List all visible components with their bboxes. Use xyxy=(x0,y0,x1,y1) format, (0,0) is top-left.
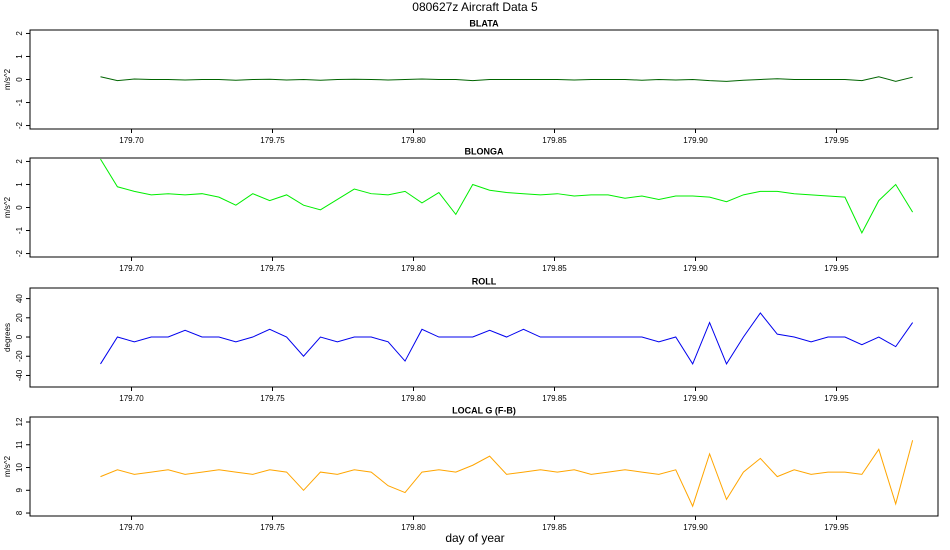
y-tick-label: 40 xyxy=(15,294,24,303)
x-tick-label: 179.75 xyxy=(260,394,285,403)
y-tick-label: 8 xyxy=(15,510,24,515)
y-tick-label: 1 xyxy=(15,182,24,187)
x-tick-label: 179.70 xyxy=(119,136,144,145)
x-tick-label: 179.80 xyxy=(401,136,426,145)
data-line xyxy=(100,158,914,234)
y-tick-label: -20 xyxy=(15,350,24,362)
y-tick-label: 0 xyxy=(15,205,24,210)
y-tick-label: 9 xyxy=(15,488,24,493)
y-tick-label: -2 xyxy=(15,249,24,257)
x-tick-label: 179.90 xyxy=(683,394,708,403)
y-tick-label: 10 xyxy=(15,463,24,472)
x-tick-label: 179.70 xyxy=(119,394,144,403)
data-line xyxy=(100,440,914,508)
panel-title: BLATA xyxy=(469,18,499,28)
y-tick-label: 0 xyxy=(15,77,24,82)
panel-title: LOCAL G (F-B) xyxy=(452,405,516,415)
plot-frame xyxy=(29,157,939,258)
y-axis-label: degrees xyxy=(3,323,12,352)
x-tick-label: 179.80 xyxy=(401,523,426,532)
y-axis-label: m/s^2 xyxy=(3,455,12,477)
page-title: 080627z Aircraft Data 5 xyxy=(412,0,538,14)
x-tick-label: 179.95 xyxy=(824,264,849,273)
x-tick-label: 179.90 xyxy=(683,264,708,273)
plot-frame xyxy=(29,416,939,517)
y-axis-label: m/s^2 xyxy=(3,68,12,90)
x-tick-label: 179.80 xyxy=(401,264,426,273)
x-tick-label: 179.75 xyxy=(260,264,285,273)
x-tick-label: 179.95 xyxy=(824,136,849,145)
y-tick-label: -40 xyxy=(15,369,24,381)
y-tick-label: -1 xyxy=(15,98,24,106)
x-tick-label: 179.95 xyxy=(824,523,849,532)
y-tick-label: -2 xyxy=(15,121,24,129)
y-tick-label: -1 xyxy=(15,226,24,234)
y-tick-label: 2 xyxy=(15,31,24,36)
data-line xyxy=(100,312,914,366)
y-tick-label: 11 xyxy=(15,440,24,449)
x-axis-label: day of year xyxy=(445,531,504,545)
x-tick-label: 179.75 xyxy=(260,523,285,532)
x-tick-label: 179.70 xyxy=(119,264,144,273)
x-tick-label: 179.85 xyxy=(542,523,567,532)
x-tick-label: 179.75 xyxy=(260,136,285,145)
x-tick-label: 179.80 xyxy=(401,394,426,403)
y-tick-label: 12 xyxy=(15,417,24,426)
x-tick-label: 179.85 xyxy=(542,136,567,145)
y-tick-label: 20 xyxy=(15,313,24,322)
y-tick-label: 2 xyxy=(15,159,24,164)
y-tick-label: 1 xyxy=(15,54,24,59)
x-tick-label: 179.85 xyxy=(542,264,567,273)
y-axis-label: m/s^2 xyxy=(3,196,12,218)
x-tick-label: 179.95 xyxy=(824,394,849,403)
x-tick-label: 179.70 xyxy=(119,523,144,532)
x-tick-label: 179.90 xyxy=(683,136,708,145)
panel-title: ROLL xyxy=(472,276,497,286)
y-tick-label: 0 xyxy=(15,334,24,339)
panel-title: BLONGA xyxy=(465,146,504,156)
data-line xyxy=(100,76,913,82)
x-tick-label: 179.85 xyxy=(542,394,567,403)
x-tick-label: 179.90 xyxy=(683,523,708,532)
